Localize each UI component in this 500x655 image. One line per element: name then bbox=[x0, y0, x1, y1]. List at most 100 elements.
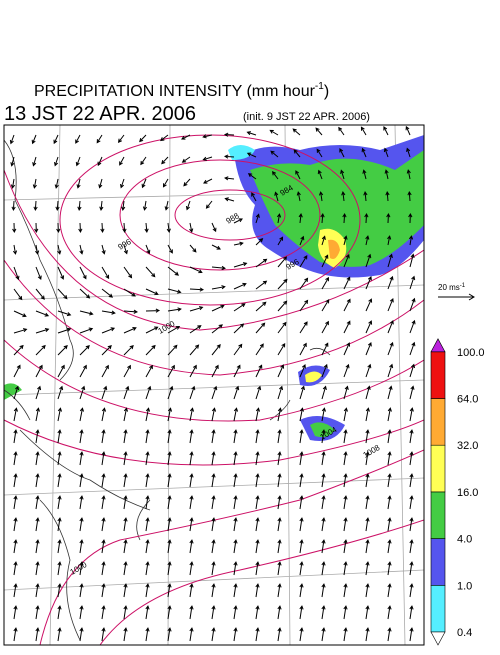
wind-arrow bbox=[255, 561, 260, 576]
wind-arrow bbox=[35, 385, 42, 400]
wind-arrow bbox=[122, 222, 127, 234]
wind-arrow bbox=[387, 429, 392, 444]
wind-arrow bbox=[317, 169, 323, 180]
wind-arrow bbox=[299, 342, 307, 356]
wind-arrow bbox=[321, 363, 328, 378]
wind-arrow bbox=[79, 473, 84, 488]
wind-arrow bbox=[79, 627, 84, 642]
wind-arrow bbox=[13, 407, 18, 422]
wind-arrow bbox=[167, 385, 174, 400]
wind-arrow bbox=[101, 310, 116, 315]
wind-arrow bbox=[13, 266, 20, 281]
wind-arrow bbox=[202, 156, 213, 161]
wind-arrow bbox=[211, 407, 217, 422]
wind-arrow bbox=[189, 539, 194, 554]
wind-arrow bbox=[277, 561, 282, 576]
wind-arrow bbox=[365, 473, 370, 488]
wind-arrow bbox=[35, 495, 40, 510]
wind-arrow bbox=[79, 561, 84, 576]
wind-arrow bbox=[57, 327, 72, 334]
wind-arrow bbox=[405, 125, 411, 136]
wind-arrow bbox=[181, 156, 191, 163]
wind-arrow bbox=[167, 539, 172, 554]
wind-arrow bbox=[387, 539, 392, 554]
wind-arrow bbox=[299, 321, 308, 334]
wind-arrow bbox=[123, 266, 133, 279]
wind-arrow bbox=[299, 299, 309, 312]
colorbar-over bbox=[430, 338, 446, 353]
wind-arrow bbox=[123, 385, 130, 400]
wind-arrow bbox=[35, 429, 40, 444]
wind-arrow bbox=[299, 277, 309, 290]
wind-arrow bbox=[387, 605, 392, 620]
wind-arrow bbox=[79, 517, 84, 532]
wind-arrow bbox=[79, 605, 84, 620]
wind-arrow bbox=[121, 200, 126, 211]
wind-arrow bbox=[299, 517, 304, 532]
wind-arrow bbox=[364, 212, 369, 224]
wind-arrow bbox=[12, 222, 17, 234]
wind-arrow bbox=[387, 363, 394, 378]
wind-arrow bbox=[233, 627, 238, 642]
wind-arrow bbox=[79, 451, 84, 466]
wind-arrow bbox=[365, 235, 370, 246]
wind-arrow bbox=[189, 561, 194, 576]
precipitation bbox=[4, 135, 424, 441]
wind-arrow bbox=[34, 222, 39, 234]
wind-arrow bbox=[101, 364, 109, 378]
wind-arrow bbox=[255, 605, 260, 620]
wind-arrow bbox=[75, 156, 81, 167]
wind-arrow bbox=[142, 200, 148, 211]
wind-arrow bbox=[211, 605, 216, 620]
wind-arrow bbox=[365, 539, 370, 554]
wind-arrow bbox=[13, 310, 27, 318]
wind-arrow bbox=[79, 385, 86, 400]
wind-arrow bbox=[299, 583, 304, 598]
wind-arrow bbox=[343, 539, 348, 554]
wind-arrow bbox=[277, 605, 282, 620]
wind-arrow bbox=[79, 429, 84, 444]
wind-arrow bbox=[57, 288, 68, 300]
wind-arrow bbox=[10, 156, 15, 167]
wind-arrow bbox=[189, 222, 194, 233]
wind-arrow bbox=[145, 605, 150, 620]
wind-arrow bbox=[12, 244, 18, 255]
wind-arrow bbox=[57, 561, 62, 576]
wind-arrow bbox=[386, 212, 391, 224]
coastlines bbox=[4, 139, 331, 641]
wind-arrow bbox=[101, 583, 106, 598]
wind-arrow bbox=[189, 325, 202, 334]
wind-arrow bbox=[189, 605, 194, 620]
wind-arrow bbox=[145, 364, 153, 378]
wind-arrow bbox=[233, 451, 238, 466]
wind-arrow bbox=[387, 495, 392, 510]
colorbar-segment bbox=[430, 444, 446, 493]
wind-arrow bbox=[35, 364, 43, 378]
wind-arrow bbox=[13, 451, 18, 466]
wind-arrow bbox=[321, 495, 326, 510]
wind-arrow bbox=[183, 178, 191, 187]
wind-arrow bbox=[387, 451, 392, 466]
wind-arrow bbox=[385, 190, 390, 202]
wind-arrow bbox=[13, 328, 28, 334]
wind-arrow bbox=[255, 517, 260, 532]
wind-arrow bbox=[211, 451, 216, 466]
wind-arrow bbox=[123, 473, 128, 488]
wind-arrow bbox=[343, 276, 351, 290]
wind-arrow bbox=[189, 244, 197, 253]
wind-arrow bbox=[167, 307, 182, 312]
init-time: (init. 9 JST 22 APR. 2006) bbox=[243, 111, 370, 123]
wind-arrow bbox=[31, 134, 37, 145]
wind-arrow bbox=[365, 253, 372, 268]
wind-arrow bbox=[277, 583, 282, 598]
wind-arrow bbox=[167, 244, 173, 254]
wind-arrow bbox=[365, 561, 370, 576]
wind-arrow bbox=[299, 385, 305, 400]
wind-arrow bbox=[233, 282, 247, 290]
wind-arrow bbox=[78, 222, 83, 234]
wind-arrow bbox=[211, 385, 218, 400]
wind-arrow bbox=[409, 539, 414, 554]
wind-arrow bbox=[365, 451, 370, 466]
wind-arrow bbox=[321, 235, 326, 246]
wind-arrow bbox=[167, 583, 172, 598]
